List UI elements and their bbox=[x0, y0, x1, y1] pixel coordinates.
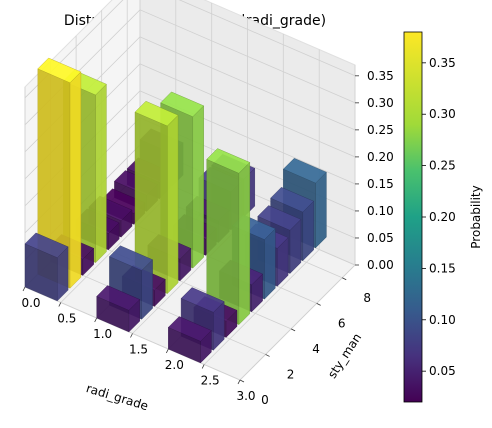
colorbar: 0.05 0.10 0.15 0.20 0.25 0.30 0.35 Probability bbox=[403, 31, 483, 403]
z-tick-label: 0.20 bbox=[367, 150, 394, 164]
x-tick-label: 2.0 bbox=[165, 358, 184, 372]
x-tick-label: 0.0 bbox=[21, 296, 40, 310]
x-tick-mark bbox=[165, 348, 169, 354]
bar-side-face bbox=[69, 71, 82, 289]
bar-top-face bbox=[206, 148, 251, 174]
bars-group bbox=[24, 57, 327, 364]
x-tick-label: 0.5 bbox=[57, 312, 76, 326]
axis-ticks: 0.0 0.5 1.0 1.5 2.0 2.5 3.0 0 2 4 6 8 0.00 0.05 0.10 0.… bbox=[21, 69, 393, 407]
y-axis-label: sty_man bbox=[325, 331, 364, 381]
bar-side-face bbox=[167, 114, 179, 295]
colorbar-tick-label: 0.05 bbox=[429, 364, 456, 378]
y-tick-label: 0 bbox=[261, 393, 269, 407]
y-tick-mark bbox=[290, 328, 296, 332]
x-tick-mark bbox=[58, 302, 62, 307]
bar-top-face bbox=[96, 285, 141, 311]
x-tick-mark bbox=[22, 286, 26, 292]
y-tick-label: 4 bbox=[312, 342, 320, 356]
bar bbox=[96, 285, 141, 333]
x-tick-mark bbox=[94, 317, 98, 323]
bar-top-face bbox=[180, 287, 225, 313]
bar-side-face bbox=[315, 171, 327, 249]
colorbar-tick-label: 0.20 bbox=[429, 210, 456, 224]
bar-top-face bbox=[134, 100, 179, 127]
bar bbox=[206, 148, 251, 326]
colorbar-tick-label: 0.15 bbox=[429, 261, 456, 275]
colorbar-tick-label: 0.35 bbox=[429, 56, 456, 70]
x-tick-label: 1.5 bbox=[129, 343, 148, 357]
x-tick-label: 3.0 bbox=[236, 389, 255, 403]
x-tick-mark bbox=[201, 364, 205, 369]
x-tick-label: 2.5 bbox=[201, 374, 220, 388]
x-tick-mark bbox=[237, 379, 241, 385]
y-tick-label: 8 bbox=[363, 291, 371, 305]
bar-top-face bbox=[109, 245, 153, 271]
bar bbox=[167, 316, 212, 364]
bar-side-face bbox=[95, 83, 107, 264]
grid-line-z bbox=[24, 0, 356, 99]
z-tick-label: 0.25 bbox=[367, 123, 394, 137]
x-axis-label: radi_grade bbox=[84, 381, 149, 413]
y-tick-mark bbox=[316, 302, 321, 306]
colorbar-label: Probability bbox=[469, 185, 483, 248]
colorbar-tick-label: 0.30 bbox=[429, 107, 456, 121]
bar-side-face bbox=[264, 228, 276, 300]
y-tick-mark bbox=[265, 354, 270, 357]
y-tick-label: 6 bbox=[338, 316, 346, 330]
bar-top-face bbox=[270, 187, 315, 213]
x-tick-label: 1.0 bbox=[93, 327, 112, 341]
y-tick-mark bbox=[239, 379, 245, 383]
y-tick-mark bbox=[342, 277, 347, 281]
y-tick-label: 2 bbox=[287, 367, 295, 381]
z-tick-label: 0.35 bbox=[367, 69, 394, 83]
x-tick-mark bbox=[130, 333, 133, 338]
bar-top-face bbox=[24, 232, 69, 258]
bar bbox=[134, 100, 179, 295]
bar-top-face bbox=[257, 205, 302, 231]
bar-top-face bbox=[282, 158, 327, 184]
colorbar-gradient bbox=[403, 31, 423, 403]
bar bbox=[24, 232, 69, 302]
colorbar-ticks: 0.05 0.10 0.15 0.20 0.25 0.30 0.35 bbox=[422, 56, 456, 378]
colorbar-tick-label: 0.10 bbox=[429, 313, 456, 327]
z-tick-label: 0.00 bbox=[367, 258, 394, 272]
z-tick-label: 0.30 bbox=[367, 96, 394, 110]
bar-side-face bbox=[192, 105, 204, 269]
bar bbox=[37, 57, 82, 289]
z-tick-label: 0.15 bbox=[367, 177, 394, 191]
bar-top-face bbox=[160, 91, 205, 117]
z-tick-label: 0.05 bbox=[367, 231, 394, 245]
bar-top-face bbox=[37, 57, 82, 84]
bar-side-face bbox=[238, 161, 251, 326]
colorbar-tick-label: 0.25 bbox=[429, 159, 456, 173]
bar-top-face bbox=[167, 316, 212, 342]
z-tick-label: 0.10 bbox=[367, 204, 394, 218]
